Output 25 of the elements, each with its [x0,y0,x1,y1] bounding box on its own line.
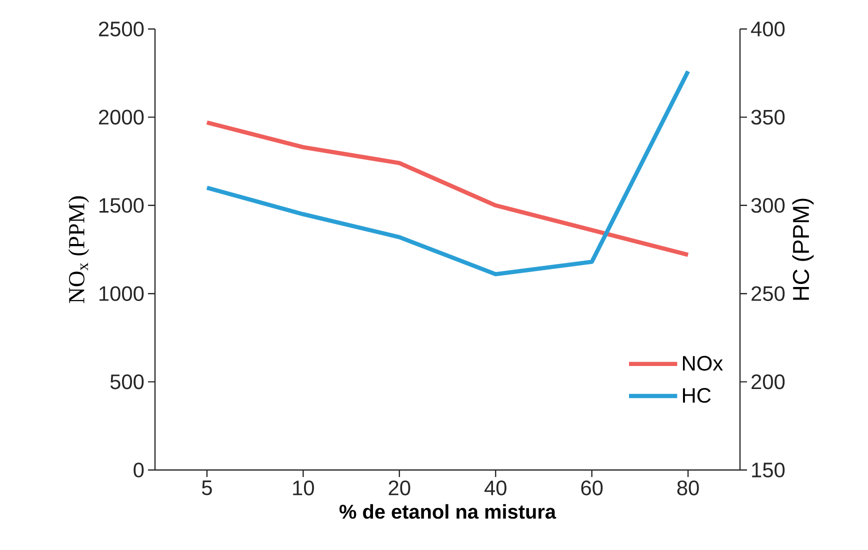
y-tick-label: 0 [134,462,144,478]
y2-tick-label: 150 [752,462,785,478]
line-series [204,120,690,257]
y2-tick-label: 200 [752,374,785,390]
x-tick-label: 60 [581,480,603,496]
x-tick-label: 5 [202,480,212,496]
y2-tick-label: 250 [752,286,785,301]
y2-axis-title: HC (PPM) [792,198,814,300]
y-tick-label: 2500 [98,22,144,36]
y-tick-label: 1500 [100,198,144,213]
x-tick-label: 10 [293,480,314,496]
legend-label: HC [683,388,711,403]
x-axis-title: % de etanol na mistura [339,504,556,519]
y-tick-label: 2000 [98,110,144,125]
x-tick-label: 20 [388,480,410,496]
y2-tick-label: 400 [751,22,785,36]
legend-label: NOx [683,356,723,371]
y2-tick-label: 300 [751,198,785,213]
line-series [204,69,690,276]
y2-tick-label: 350 [751,110,785,125]
x-tick-label: 40 [484,480,506,496]
y-axis-title: NO$_{x}$ (PPM) [68,196,90,304]
y-tick-label: 500 [110,374,144,390]
y-tick-label: 1000 [100,286,144,301]
x-tick-label: 80 [677,480,699,496]
